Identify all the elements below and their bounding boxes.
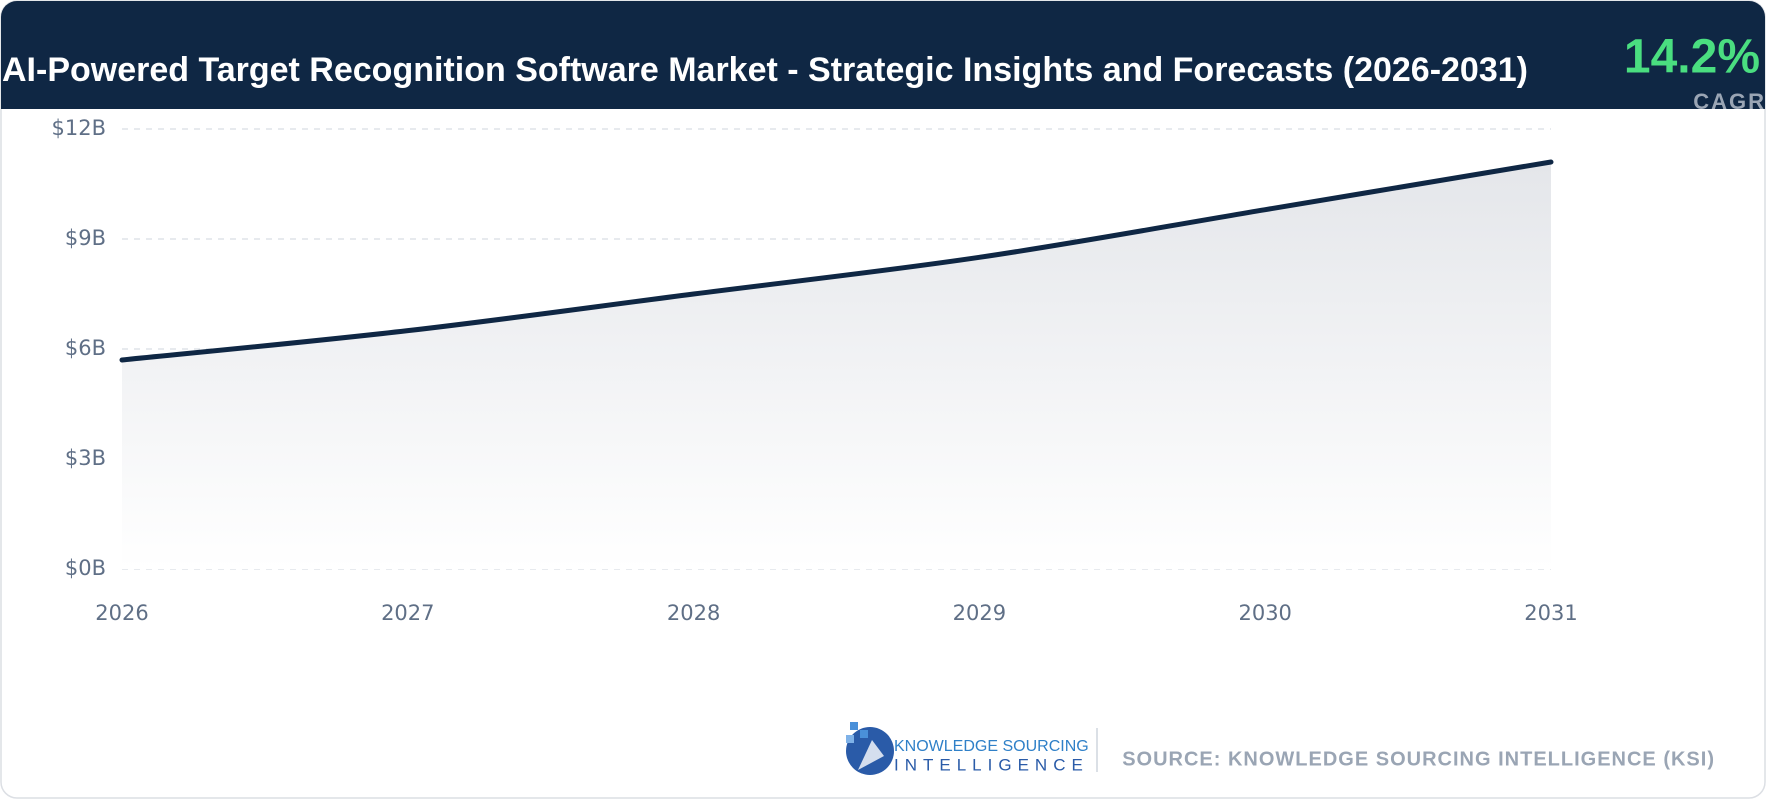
area [122,162,1551,569]
chart-title: AI-Powered Target Recognition Software M… [2,51,1528,89]
line [119,159,1554,363]
x-tick-label: 2028 [667,601,720,625]
x-tick-label: 2027 [381,601,434,625]
y-tick-label: $12B [52,116,107,140]
logo: KNOWLEDGE SOURCING INTELLIGENCE [846,722,1098,775]
logo-icon [860,730,868,738]
x-tick-label: 2030 [1238,601,1291,625]
cagr-value: 14.2% [1624,31,1760,84]
x-tick-label: 2026 [95,601,148,625]
source: SOURCE: KNOWLEDGE SOURCING INTELLIGENCE … [1122,748,1715,770]
x-tick-label: 2031 [1524,601,1577,625]
logo-icon [850,722,858,730]
logo-line2: INTELLIGENCE [894,755,1089,774]
x-tick-label: 2029 [953,601,1006,625]
y-tick-label: $9B [65,226,106,250]
y-tick-label: $3B [65,446,106,470]
logo-icon [846,735,854,743]
plot-area: $0B $3B $6B $9B $12B 2026 2027 2028 2029 2030 2031 [52,116,1578,625]
y-tick-label: $0B [65,556,106,580]
cagr-label: CAGR [1693,89,1766,114]
logo-line1: KNOWLEDGE SOURCING [894,738,1089,755]
header-bar [1,1,1765,109]
logo-icon [858,740,884,770]
y-tick-label: $6B [65,336,106,360]
